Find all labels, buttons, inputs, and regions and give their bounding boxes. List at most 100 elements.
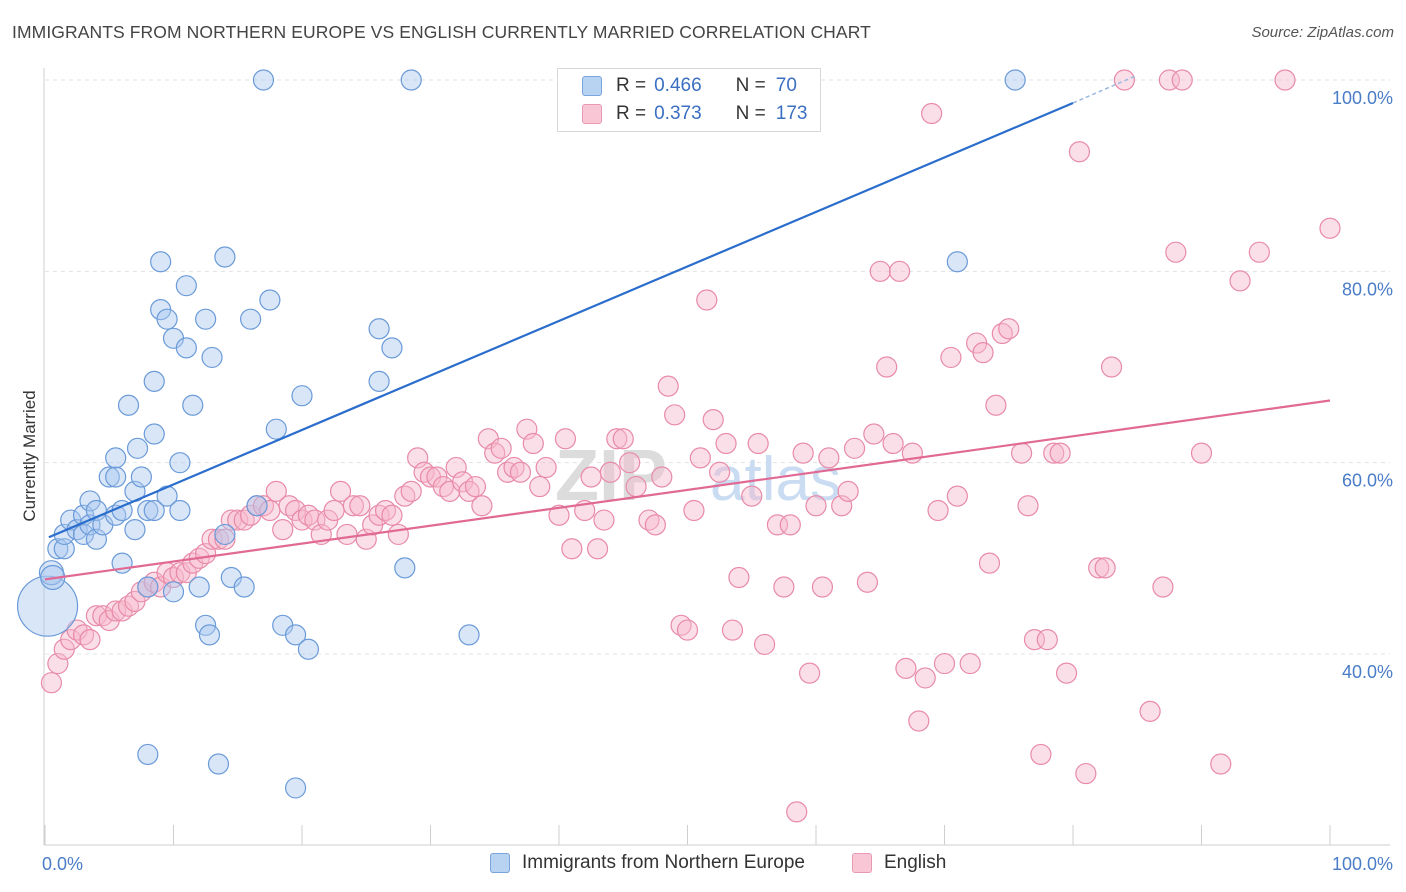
english-point [265,480,287,502]
english-point [1075,762,1097,785]
english-point [683,499,705,522]
english-point [580,466,602,488]
english-point [1017,495,1039,517]
northern-europe-point [265,418,287,440]
english-point [837,480,859,502]
northern-europe-point [458,624,480,646]
northern-europe-point [1004,69,1026,91]
english-point [40,672,63,694]
northern-europe-point [198,624,221,646]
northern-europe-point [284,624,307,646]
english-point [1190,442,1213,464]
northern-europe-point [143,370,165,392]
northern-europe-point [240,308,262,330]
legend-r-label: R = [616,75,647,96]
english-point [728,566,750,589]
english-point [400,480,422,502]
english-point [105,600,127,622]
bottom-legend-english: English [852,852,946,874]
english-point [766,514,789,536]
english-point [272,519,294,541]
y-axis-label: Currently Married [20,390,39,521]
northern-europe-trend-extension [1072,74,1138,104]
english-point [882,432,904,455]
tick-labels: 40.0% 60.0% 80.0% 100.0% 0.0% 100.0% [42,88,1393,874]
english-point [972,342,994,364]
northern-europe-point [394,557,416,579]
northern-europe-point [156,308,178,330]
northern-europe-point [105,466,127,488]
english-point [1068,141,1091,163]
x-tick-label-max: 100.0% [1332,854,1393,874]
grid-lines [45,79,1390,655]
english-point [490,437,512,459]
english-point [599,461,622,483]
english-point [946,485,968,507]
y-tick-label: 60.0% [1342,471,1393,491]
northern-europe-point [98,466,120,488]
english-point [554,428,577,450]
northern-europe-point [16,575,79,637]
chart-title: IMMIGRANTS FROM NORTHERN EUROPE VS ENGLI… [12,22,871,42]
english-point [1030,743,1052,766]
northern-europe-point [284,777,307,799]
english-point [651,466,673,488]
english-points [40,69,1341,823]
source-credit: Source: ZipAtlas.com [1251,24,1394,41]
english-point [786,801,808,823]
english-point [715,432,737,455]
english-point [811,576,834,598]
bottom-legend-swatch-pink [852,853,872,873]
northern-europe-point [246,495,268,517]
northern-europe-point [381,337,403,359]
english-point [998,318,1020,340]
english-point [535,456,557,479]
english-point [79,629,101,651]
english-point [1319,217,1341,239]
legend-r-value: 0.373 [654,103,702,124]
english-point [522,432,544,455]
english-point [1088,557,1110,579]
english-point [856,571,879,593]
english-point [741,485,763,507]
english-point [625,475,647,498]
english-point [863,423,885,445]
northern-europe-point [169,499,191,522]
english-point [753,633,776,656]
northern-europe-point [130,466,152,488]
northern-europe-point [105,447,127,469]
northern-europe-point [124,519,146,541]
english-point [561,538,583,560]
english-point [689,447,711,469]
english-point [959,652,981,675]
northern-europe-point [188,576,210,598]
english-point [664,404,686,426]
english-point [548,504,570,526]
northern-europe-point [137,743,159,766]
northern-europe-point [214,523,236,546]
english-trend-line [44,399,1331,581]
english-point [336,523,358,546]
northern-europe-point [126,437,149,459]
bottom-legend: Immigrants from Northern Europe English [0,852,1406,878]
english-point [529,475,551,498]
english-point [895,657,917,679]
bottom-legend-label-northern-europe: Immigrants from Northern Europe [522,852,805,873]
english-point [606,428,628,450]
northern-europe-point [175,337,197,359]
english-point [464,475,487,498]
english-point [349,495,371,517]
english-point [1094,557,1116,579]
northern-europe-point [207,753,230,775]
northern-europe-point [946,251,968,273]
bottom-legend-northern-europe: Immigrants from Northern Europe [490,852,805,874]
english-point [876,356,898,378]
english-point [657,375,679,397]
english-point [1010,442,1033,464]
english-point [773,576,795,598]
english-point [1274,69,1296,91]
english-point [843,437,866,459]
northern-europe-point [195,308,217,330]
northern-europe-point [368,318,390,340]
legend-swatch-pink [582,104,602,124]
